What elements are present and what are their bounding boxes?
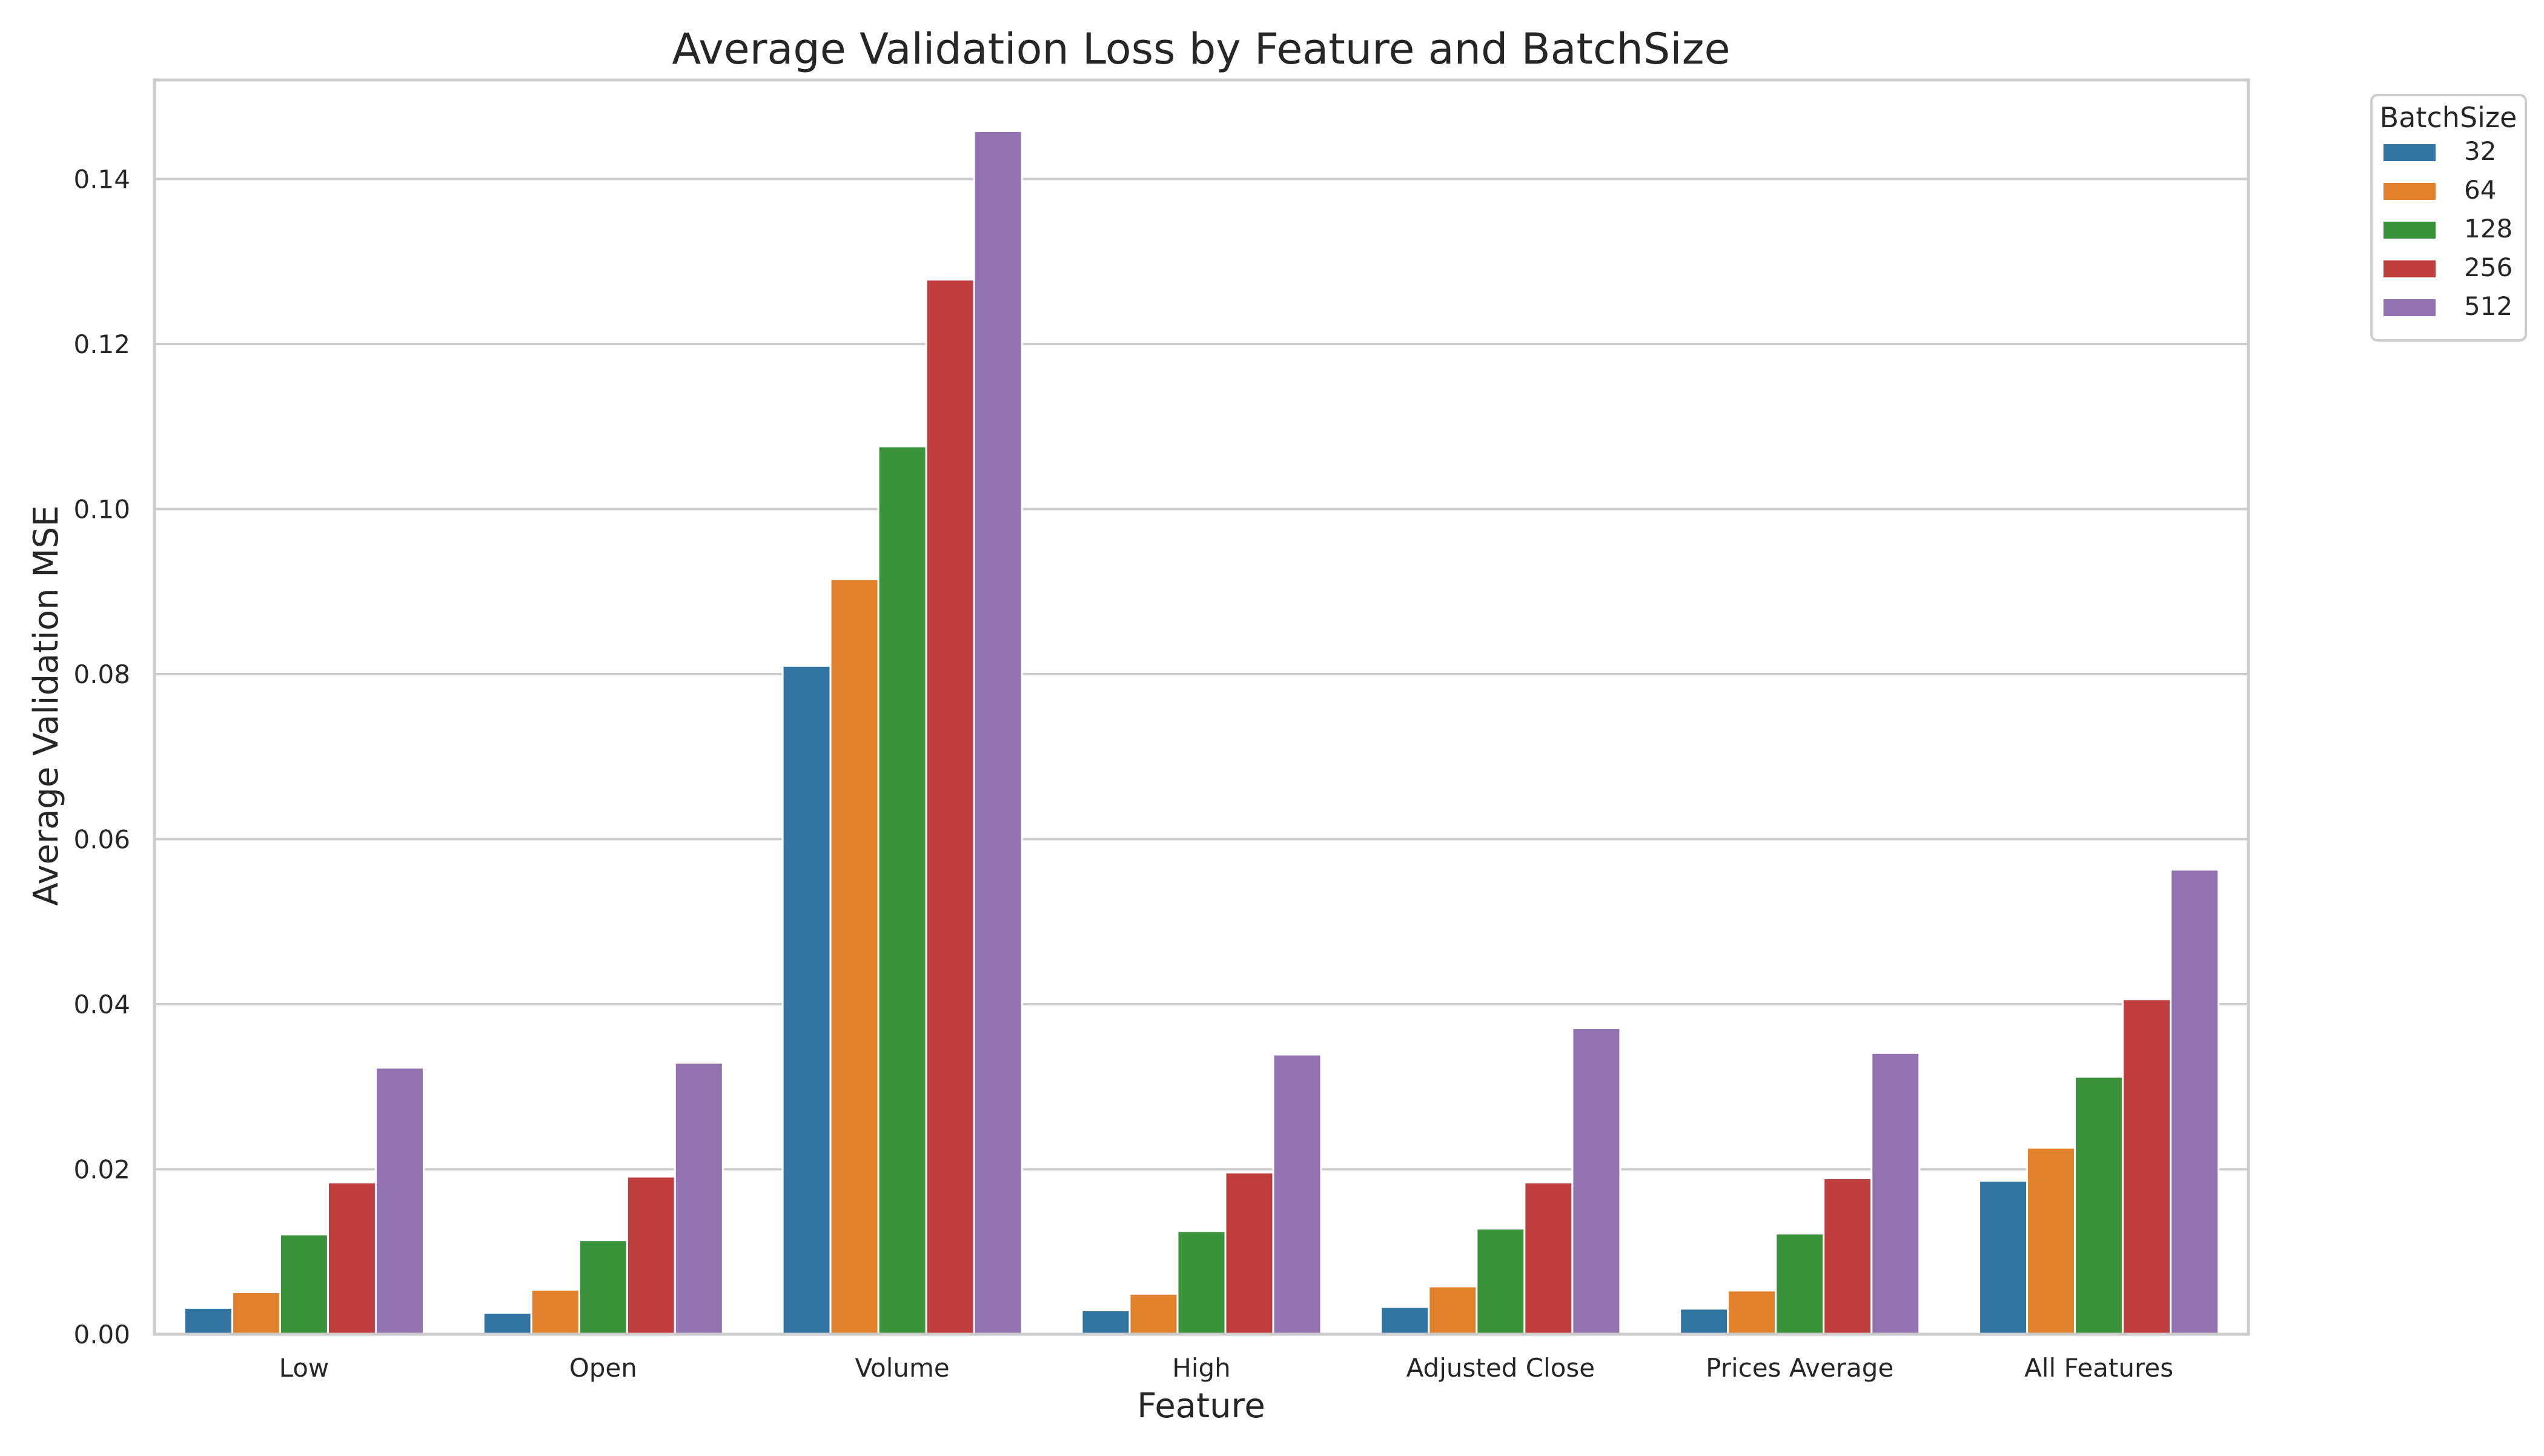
- bar-open-512: [674, 1062, 724, 1335]
- bar-volume-32: [781, 664, 832, 1335]
- grid-lines: [154, 177, 2248, 1335]
- legend-title: BatchSize: [2380, 101, 2517, 134]
- legend-label-32: 32: [2464, 136, 2496, 166]
- bar-low-512: [374, 1067, 425, 1335]
- x-tick-label: Open: [569, 1353, 637, 1383]
- bar-low-64: [231, 1291, 281, 1335]
- legend-label-128: 128: [2464, 214, 2513, 243]
- y-tick-label: 0.00: [73, 1320, 130, 1349]
- bar-prices-average-512: [1870, 1051, 1921, 1335]
- bar-low-32: [183, 1306, 233, 1335]
- y-tick-label: 0.14: [73, 165, 130, 194]
- y-tick-labels: 0.00 0.02 0.04 0.06 0.08 0.10 0.12 0.14: [73, 165, 130, 1350]
- bar-low-256: [326, 1181, 377, 1335]
- bar-high-64: [1128, 1292, 1179, 1335]
- bar-low-128: [279, 1233, 329, 1335]
- bar-high-512: [1272, 1053, 1322, 1335]
- legend: BatchSize 32 64 128 256 512: [2370, 94, 2527, 342]
- bar-prices-average-32: [1679, 1308, 1729, 1335]
- bar-adjusted-close-512: [1571, 1027, 1621, 1335]
- plot-frame: [153, 78, 2250, 1336]
- bar-open-64: [530, 1288, 580, 1335]
- x-axis-label: Feature: [1137, 1386, 1265, 1426]
- y-tick-label: 0.08: [73, 660, 130, 689]
- bar-adjusted-close-32: [1380, 1306, 1430, 1335]
- bar-prices-average-64: [1727, 1289, 1777, 1335]
- bar-open-32: [482, 1312, 532, 1335]
- bar-all-features-256: [2122, 998, 2172, 1335]
- y-tick-label: 0.12: [73, 329, 130, 359]
- bar-high-32: [1081, 1309, 1131, 1335]
- legend-swatch-128: [2383, 222, 2436, 239]
- bar-all-features-64: [2026, 1147, 2076, 1335]
- bar-open-256: [626, 1176, 676, 1335]
- bar-volume-256: [925, 279, 975, 1335]
- bar-high-256: [1224, 1171, 1274, 1335]
- bar-prices-average-128: [1775, 1233, 1825, 1335]
- legend-label-512: 512: [2464, 291, 2513, 321]
- y-tick-label: 0.06: [73, 825, 130, 855]
- x-tick-label: Volume: [855, 1353, 950, 1383]
- x-tick-label: All Features: [2024, 1353, 2173, 1383]
- bar-high-128: [1176, 1230, 1227, 1335]
- bar-volume-64: [829, 578, 879, 1335]
- bar-adjusted-close-64: [1428, 1285, 1478, 1335]
- legend-swatch-512: [2383, 299, 2436, 316]
- x-tick-label: Adjusted Close: [1406, 1353, 1595, 1383]
- y-axis-label: Average Validation MSE: [27, 505, 66, 905]
- bar-volume-512: [973, 130, 1023, 1335]
- legend-swatch-32: [2383, 144, 2436, 161]
- bar-adjusted-close-256: [1523, 1181, 1574, 1335]
- y-tick-label: 0.10: [73, 495, 130, 524]
- legend-label-64: 64: [2464, 175, 2496, 205]
- x-tick-label: High: [1172, 1353, 1231, 1383]
- x-tick-label: Prices Average: [1706, 1353, 1893, 1383]
- bar-volume-128: [877, 445, 927, 1335]
- y-tick-label: 0.04: [73, 990, 130, 1019]
- bars: [183, 130, 2220, 1335]
- bar-all-features-32: [1978, 1180, 2029, 1335]
- legend-label-256: 256: [2464, 253, 2513, 282]
- bar-open-128: [578, 1239, 628, 1335]
- bar-all-features-512: [2170, 869, 2220, 1335]
- y-tick-label: 0.02: [73, 1155, 130, 1185]
- bar-prices-average-256: [1823, 1177, 1873, 1335]
- x-tick-labels: Low Open Volume High Adjusted Close Prices Av…: [279, 1353, 2174, 1383]
- bar-all-features-128: [2074, 1076, 2124, 1335]
- legend-items: 32 64 128 256 512: [2383, 136, 2513, 321]
- legend-swatch-64: [2383, 183, 2436, 200]
- bar-adjusted-close-128: [1476, 1228, 1526, 1335]
- legend-swatch-256: [2383, 260, 2436, 277]
- x-tick-label: Low: [279, 1353, 330, 1383]
- chart-title: Average Validation Loss by Feature and B…: [672, 24, 1730, 74]
